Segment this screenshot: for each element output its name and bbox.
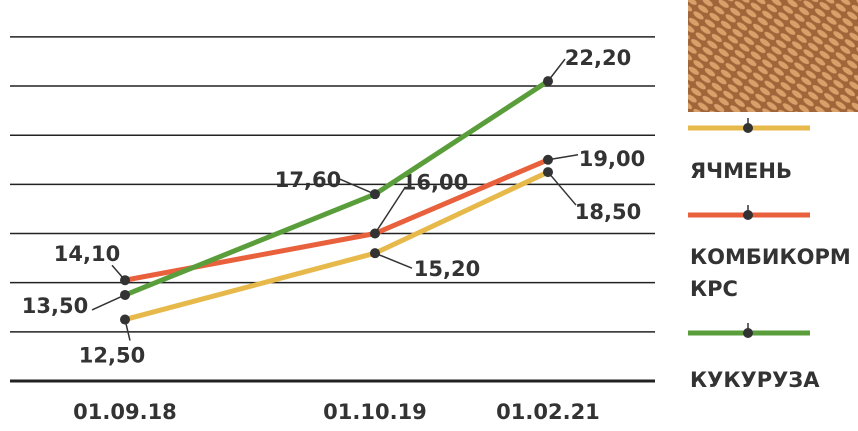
x-tick-label: 01.10.19	[323, 400, 427, 424]
data-label: 12,50	[79, 344, 145, 368]
data-label: 19,00	[579, 147, 645, 171]
legend-dot	[743, 123, 753, 133]
data-point	[370, 189, 380, 200]
legend-dot	[743, 328, 753, 338]
data-point	[120, 275, 130, 286]
data-label: 18,50	[575, 200, 641, 224]
data-label: 15,20	[414, 257, 480, 281]
legend-label: КУКУРУЗА	[690, 368, 820, 392]
data-label: 14,10	[54, 242, 120, 266]
legend-dot	[743, 210, 753, 220]
data-label: 22,20	[565, 46, 631, 70]
legend-label: ЯЧМЕНЬ	[690, 159, 792, 183]
x-tick-label: 01.09.18	[73, 400, 177, 424]
data-label: 17,60	[275, 168, 341, 192]
data-point	[543, 167, 553, 178]
leader-line	[374, 187, 406, 234]
data-point	[543, 154, 553, 165]
leader-line	[547, 154, 579, 161]
data-label: 13,50	[22, 294, 88, 318]
leader-line	[547, 171, 577, 206]
data-label: 16,00	[402, 171, 468, 195]
series-line	[124, 169, 550, 322]
x-tick-label: 01.02.21	[496, 400, 600, 424]
data-point	[120, 289, 130, 300]
data-point	[543, 76, 553, 87]
leader-line	[374, 252, 413, 269]
leader-line	[339, 178, 376, 195]
leader-line	[91, 294, 126, 311]
grain-photo	[688, 0, 858, 112]
legend-label: КОМБИКОРМ КРС	[690, 245, 851, 301]
data-point	[370, 228, 380, 239]
data-point	[120, 314, 130, 325]
data-point	[370, 248, 380, 259]
